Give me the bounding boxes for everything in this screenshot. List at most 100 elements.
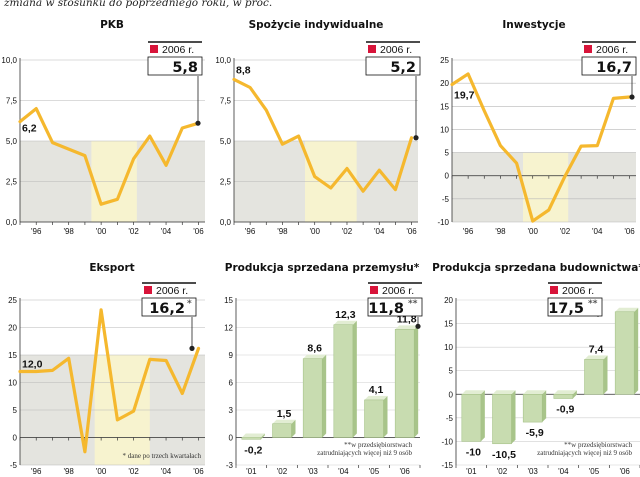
x-tick-label: '02 xyxy=(277,467,288,476)
y-tick-label: 15 xyxy=(444,320,453,329)
y-tick-label: 20 xyxy=(8,324,17,333)
x-tick-label: '06 xyxy=(406,227,417,236)
y-tick-label: 7,5 xyxy=(220,97,232,106)
y-tick-label: 10 xyxy=(444,343,453,352)
bar xyxy=(394,329,415,438)
bar-top xyxy=(615,307,639,312)
x-tick-label: '04 xyxy=(558,467,569,476)
chart-pkb: PKB 0,0 2,5 5,0 7,5 10,0 '96 '98 '00 '02 '04 '06 6,2… xyxy=(1,19,205,236)
x-tick-label: '06 xyxy=(399,467,410,476)
chart-title: PKB xyxy=(100,19,124,31)
y-tick-label: 25 xyxy=(440,56,449,65)
x-tick-label: '05 xyxy=(589,467,600,476)
x-tick-label: '02 xyxy=(342,227,353,236)
badge-year: 2006 r. xyxy=(382,285,414,297)
x-tick-label: '04 xyxy=(338,467,349,476)
y-tick-label: 20 xyxy=(444,296,453,305)
badge-year: 2006 r. xyxy=(562,285,594,297)
badge-star: * xyxy=(187,299,192,309)
y-tick-label: 7,5 xyxy=(6,97,18,106)
bar-side xyxy=(322,354,327,438)
x-tick-label: '98 xyxy=(63,227,74,236)
x-tick-label: '98 xyxy=(63,467,74,476)
badge-value-box xyxy=(141,297,197,317)
bar-side xyxy=(260,433,265,440)
bar-side xyxy=(480,390,485,442)
y-tick-label: 5,0 xyxy=(220,137,232,146)
bar-value-label: -5,9 xyxy=(526,427,544,439)
x-tick-label: '06 xyxy=(619,467,630,476)
chart-title: Eksport xyxy=(89,262,134,274)
badge-value: 17,5 xyxy=(548,301,584,317)
bar-value-label: -0,9 xyxy=(556,404,574,416)
badge-year: 2006 r. xyxy=(596,44,628,56)
y-tick-label: 0 xyxy=(229,434,234,443)
y-tick-label: 5,0 xyxy=(6,137,18,146)
badge-value: 5,2 xyxy=(390,60,416,76)
y-tick-label: -15 xyxy=(441,461,453,470)
x-tick-label: '04 xyxy=(592,227,603,236)
badge-red-square xyxy=(144,286,152,294)
start-value-label: 8,8 xyxy=(236,64,251,76)
badge-value-box xyxy=(547,297,603,317)
x-tick-label: '00 xyxy=(96,227,107,236)
y-tick-label: 2,5 xyxy=(220,178,232,187)
bar-value-label: 1,5 xyxy=(277,408,292,420)
y-tick-label: 5 xyxy=(449,367,454,376)
y-tick-label: 3 xyxy=(229,406,234,415)
badge-star: ** xyxy=(588,299,598,309)
bar-side xyxy=(383,395,388,438)
y-tick-label: 20 xyxy=(440,79,449,88)
value-badge: 2006 r. 17,5 ** xyxy=(547,282,603,317)
y-tick-label: 6 xyxy=(229,379,234,388)
value-badge: 2006 r. 5,2 xyxy=(365,41,421,76)
badge-value: 16,7 xyxy=(596,60,632,76)
y-tick-label: 12 xyxy=(224,324,233,333)
y-tick-label: 15 xyxy=(8,351,17,360)
badge-value: 5,8 xyxy=(172,60,198,76)
bar-value-label: 12,3 xyxy=(335,309,356,321)
value-badge: 2006 r. 11,8 ** xyxy=(367,282,423,317)
badge-value-box xyxy=(367,297,423,317)
y-tick-label: 5 xyxy=(445,149,450,158)
x-tick-label: '04 xyxy=(161,467,172,476)
end-point-dot xyxy=(189,345,195,351)
footnote: **w przedsiębiorstwach xyxy=(564,441,632,449)
end-point-dot xyxy=(413,135,419,141)
badge-year: 2006 r. xyxy=(162,44,194,56)
badge-red-square xyxy=(584,45,592,53)
y-tick-label: 0,0 xyxy=(220,218,232,227)
bar-top xyxy=(584,355,608,360)
chart-przemysl: Produkcja sprzedana przemysłu* -3 0 3 6 9 12 15… xyxy=(224,262,423,476)
bar-value-label: 7,4 xyxy=(589,343,604,355)
end-point-dot xyxy=(195,120,201,126)
bar-side xyxy=(572,390,577,399)
x-tick-label: '96 xyxy=(31,227,42,236)
chart-eksport: Eksport -5 0 5 10 15 20 25 '96 '98 '00 '02 '04 '06 12,… xyxy=(8,262,205,476)
badge-value: 16,2 xyxy=(149,301,185,317)
y-tick-label: 0 xyxy=(449,390,454,399)
x-tick-label: '03 xyxy=(527,467,538,476)
value-badge: 2006 r. 16,2 * xyxy=(141,282,197,317)
bar xyxy=(272,423,292,438)
bar-value-label: 4,1 xyxy=(369,384,384,396)
chart-title: Produkcja sprzedana przemysłu* xyxy=(225,262,420,274)
x-tick-label: '98 xyxy=(277,227,288,236)
chart-subtitle: zmiana w stosunku do poprzedniego roku, … xyxy=(4,0,273,9)
badge-year: 2006 r. xyxy=(380,44,412,56)
bar xyxy=(333,324,354,438)
bar-side xyxy=(511,390,516,444)
bar-side xyxy=(603,355,608,395)
x-tick-label: '00 xyxy=(96,467,107,476)
start-value-label: 6,2 xyxy=(22,123,37,135)
x-tick-label: '05 xyxy=(369,467,380,476)
bar-side xyxy=(634,307,639,395)
badge-year: 2006 r. xyxy=(156,285,188,297)
y-tick-label: -5 xyxy=(442,195,450,204)
bar xyxy=(461,394,482,442)
start-value-label: 19,7 xyxy=(454,90,475,102)
y-tick-label: 2,5 xyxy=(6,178,18,187)
bar-top xyxy=(303,354,327,359)
x-tick-label: '96 xyxy=(31,467,42,476)
